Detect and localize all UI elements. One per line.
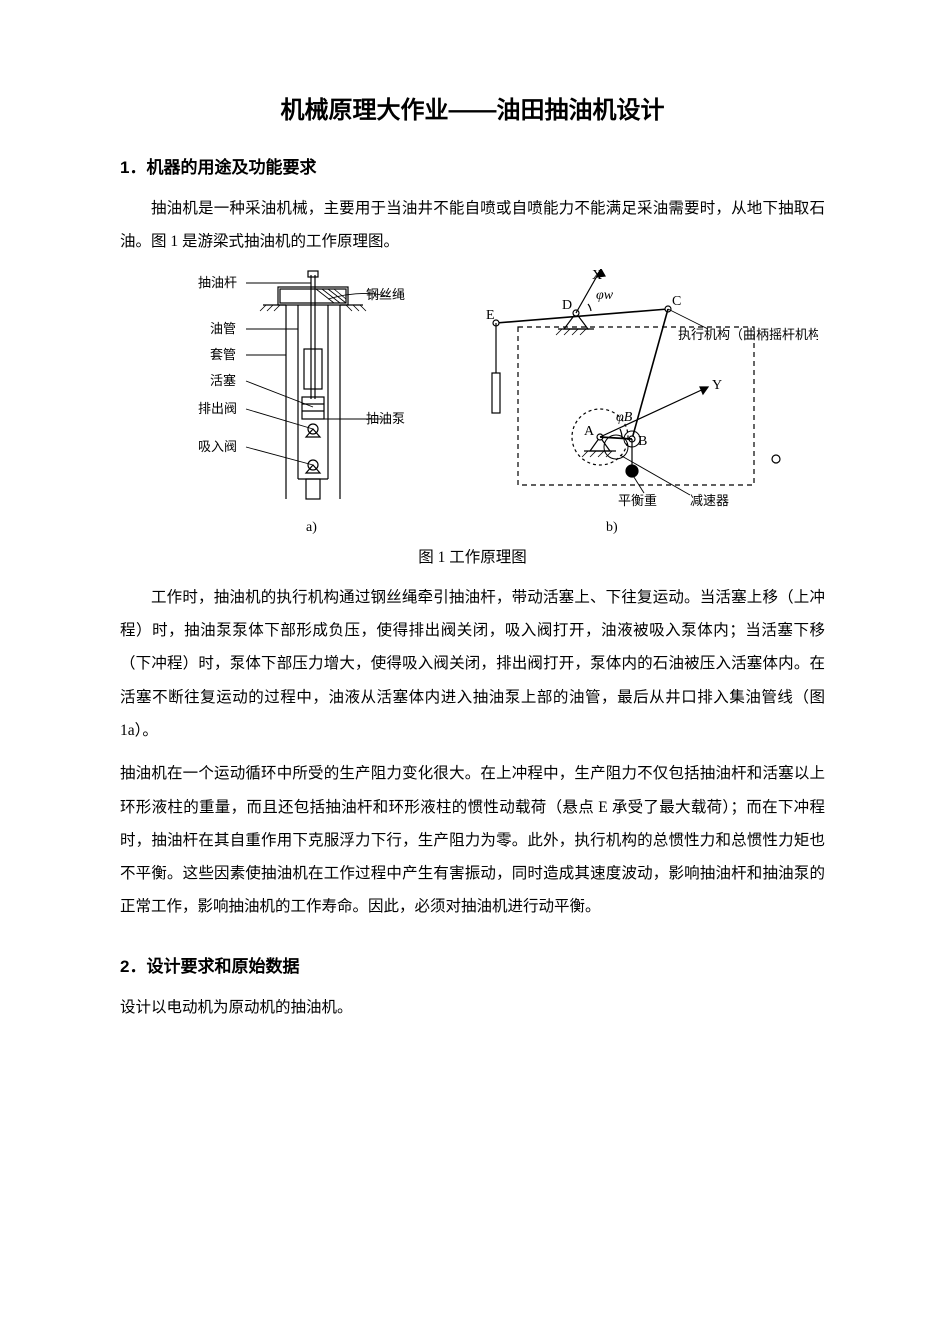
label-gangsisheng: 钢丝绳: [366, 287, 405, 302]
label-B: B: [638, 434, 647, 449]
label-C: C: [672, 294, 681, 309]
page-title: 机械原理大作业——油田抽油机设计: [120, 90, 825, 125]
section2-heading: 2．设计要求和原始数据: [120, 952, 825, 977]
label-X: X: [592, 269, 602, 283]
section2-p1: 设计以电动机为原动机的抽油机。: [120, 991, 825, 1024]
label-xirufa: 吸入阀: [198, 439, 237, 454]
label-E: E: [486, 308, 495, 323]
label-mechanism: 执行机构（曲柄摇杆机构）: [678, 327, 818, 342]
label-pinghengzhong: 平衡重: [618, 493, 657, 508]
label-phiw: φw: [596, 288, 614, 303]
section1-p2: 工作时，抽油机的执行机构通过钢丝绳牵引抽油杆，带动活塞上、下往复运动。当活塞上移…: [120, 581, 825, 748]
section1-p3: 抽油机在一个运动循环中所受的生产阻力变化很大。在上冲程中，生产阻力不仅包括抽油杆…: [120, 757, 825, 924]
figure1: 抽油杆 油管 套管 活塞 排出阀 吸入阀 钢丝绳 抽油泵 a): [120, 269, 825, 539]
label-Y: Y: [712, 378, 722, 393]
label-A: A: [584, 424, 595, 439]
label-taoguan: 套管: [210, 347, 236, 362]
label-huosai: 活塞: [210, 373, 236, 388]
section1-heading: 1．机器的用途及功能要求: [120, 153, 825, 178]
figure1b-sub: b): [606, 520, 618, 535]
label-phib: φB: [616, 410, 633, 425]
label-paichufa: 排出阀: [198, 401, 237, 416]
figure1b-svg: E D C A B X Y φw φB 执行机构（曲柄摇杆机构） 平衡重 减速器…: [458, 269, 818, 539]
label-D: D: [562, 298, 572, 313]
section1-p1: 抽油机是一种采油机械，主要用于当油井不能自喷或自喷能力不能满足采油需要时，从地下…: [120, 192, 825, 259]
figure1-caption: 图 1 工作原理图: [120, 545, 825, 567]
label-chouyoubeng: 抽油泵: [366, 411, 405, 426]
figure1a-svg: 抽油杆 油管 套管 活塞 排出阀 吸入阀 钢丝绳 抽油泵 a): [128, 269, 428, 539]
label-youguan: 油管: [210, 321, 236, 336]
label-jiansuqi: 减速器: [690, 493, 729, 508]
label-chouyougan: 抽油杆: [198, 275, 237, 290]
figure1a-sub: a): [306, 520, 317, 535]
